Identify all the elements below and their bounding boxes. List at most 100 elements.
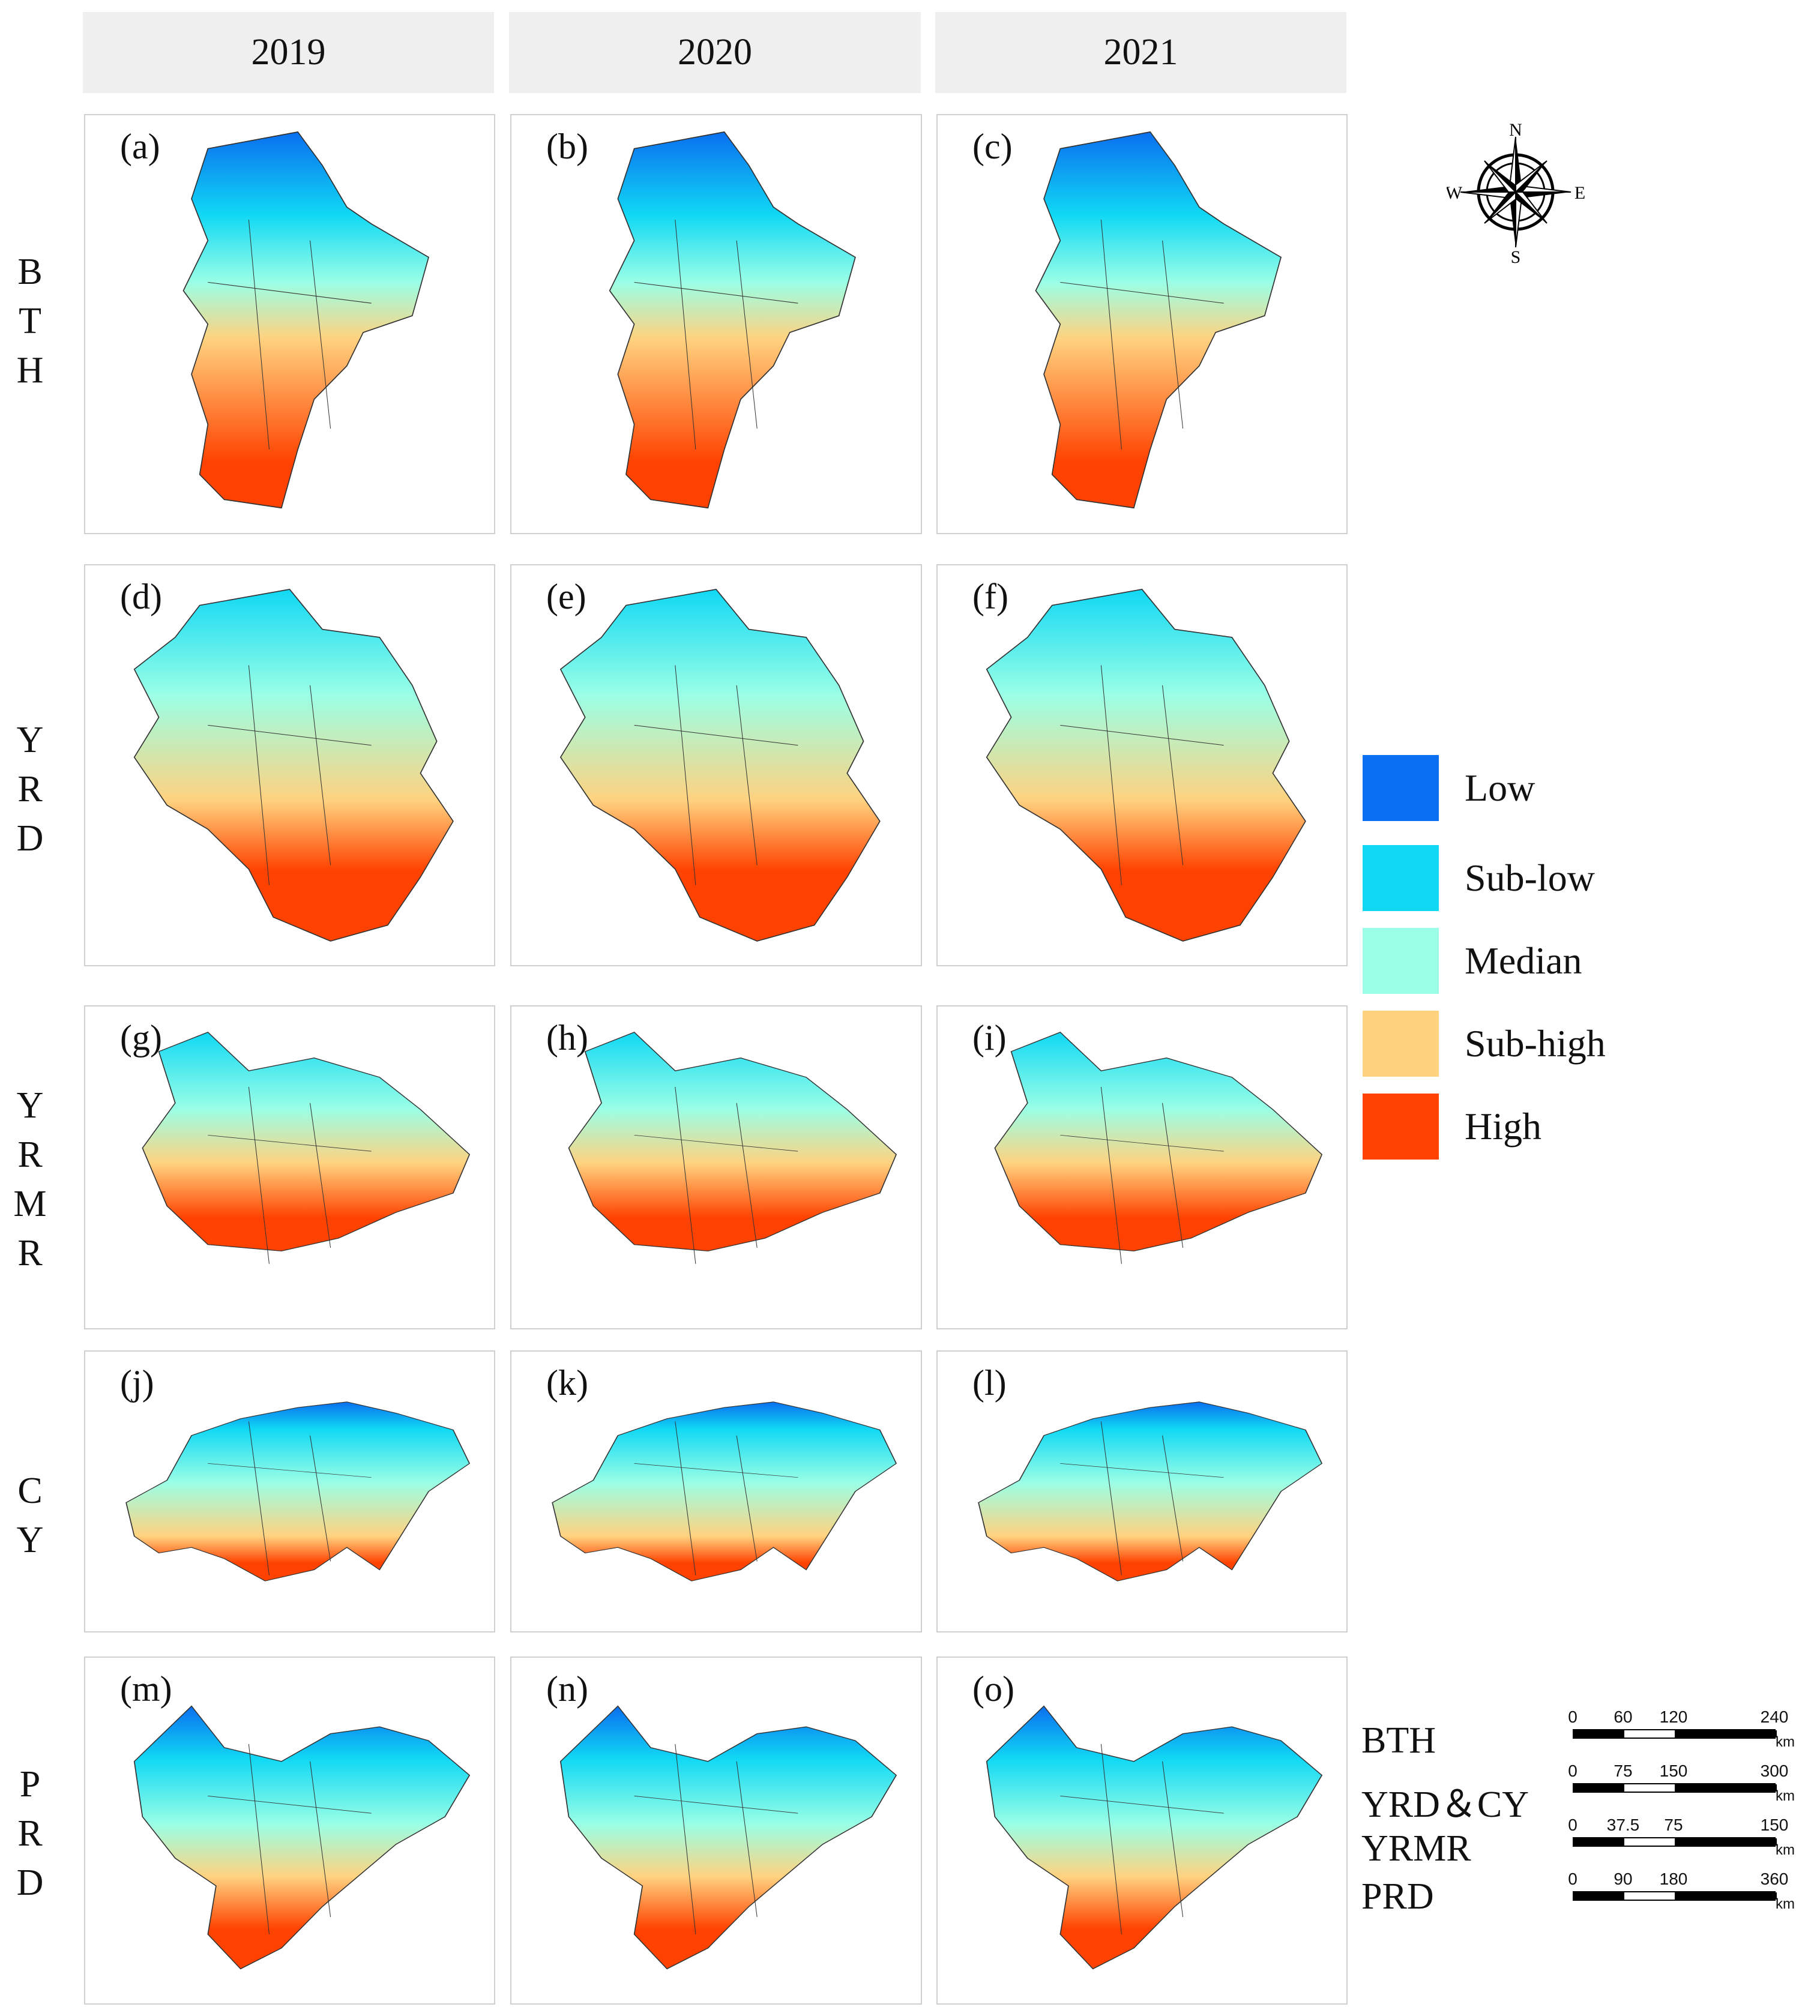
scale-bar-prd: 0 90 180 360 km <box>1568 1870 1801 1912</box>
region-map <box>552 1401 897 1581</box>
scale-bar-yrmr: 0 37.5 75 150 km <box>1568 1816 1801 1858</box>
row-letter: R <box>17 1233 43 1274</box>
map-panel-bth-2020: (b) <box>510 114 922 534</box>
scale-unit: km <box>1776 1734 1795 1750</box>
panel-label: (e) <box>546 577 586 616</box>
compass-e: E <box>1574 183 1585 203</box>
scale-tick: 120 <box>1659 1708 1688 1726</box>
scale-unit: km <box>1776 1788 1795 1804</box>
year-header-2020: 2020 <box>509 12 921 93</box>
panel-label: (b) <box>546 127 588 166</box>
map-panel-cy-2019: (j) <box>84 1350 495 1632</box>
scale-bar-yrd-cy: 0 75 150 300 km <box>1568 1762 1801 1804</box>
legend-item-median: Median <box>1363 928 1615 994</box>
scale-tick: 150 <box>1659 1762 1688 1780</box>
row-label-cy: C Y <box>12 1464 48 1566</box>
panel-label: (h) <box>546 1018 588 1058</box>
panel-label: (g) <box>120 1018 162 1058</box>
year-header-2021: 2021 <box>935 12 1346 93</box>
panel-label: (a) <box>120 127 160 166</box>
region-map <box>994 1032 1323 1264</box>
scale-tick: 0 <box>1568 1762 1577 1780</box>
legend-swatch <box>1363 928 1439 994</box>
region-map <box>182 131 430 509</box>
row-label-yrd: Y R D <box>12 714 48 864</box>
panel-label: (m) <box>120 1669 172 1709</box>
row-letter: Y <box>16 1520 44 1560</box>
map-panel-bth-2019: (a) <box>84 114 495 534</box>
row-label-bth: B T H <box>12 246 48 396</box>
scale-name-prd: PRD <box>1361 1876 1434 1917</box>
map-panel-yrmr-2020: (h) <box>510 1005 922 1329</box>
year-header-2019: 2019 <box>83 12 494 93</box>
region-map <box>559 1705 897 1970</box>
legend-item-low: Low <box>1363 755 1615 821</box>
scale-bar-graphic <box>1573 1729 1777 1739</box>
legend-label: Low <box>1465 766 1535 809</box>
scale-unit: km <box>1776 1842 1795 1858</box>
compass-w: W <box>1447 183 1463 203</box>
row-letter: M <box>13 1184 47 1224</box>
scale-tick: 360 <box>1760 1870 1789 1888</box>
row-letter: D <box>16 818 44 859</box>
region-map <box>133 1705 471 1970</box>
scale-tick: 150 <box>1760 1816 1789 1834</box>
scale-name-yrd-cy: YRD＆CY <box>1361 1784 1529 1825</box>
scale-tick: 75 <box>1614 1762 1633 1780</box>
scale-tick: 240 <box>1760 1708 1789 1726</box>
scale-tick: 37.5 <box>1606 1816 1640 1834</box>
region-map <box>1035 131 1282 509</box>
panel-label: (k) <box>546 1363 588 1403</box>
panel-label: (j) <box>120 1363 154 1403</box>
row-letter: Y <box>16 720 44 760</box>
row-letter: P <box>19 1764 41 1805</box>
row-letter: C <box>17 1470 43 1511</box>
row-label-yrmr: Y R M R <box>12 1080 48 1278</box>
legend-item-high: High <box>1363 1094 1615 1160</box>
compass-s: S <box>1511 247 1521 264</box>
region-map <box>142 1032 471 1264</box>
legend-label: Median <box>1465 939 1582 982</box>
legend-swatch <box>1363 1094 1439 1160</box>
scale-tick: 0 <box>1568 1870 1577 1888</box>
region-map <box>986 1705 1323 1970</box>
map-panel-prd-2021: (o) <box>936 1656 1348 2005</box>
region-map <box>978 1401 1323 1581</box>
row-letter: R <box>17 769 43 810</box>
scale-tick: 180 <box>1659 1870 1688 1888</box>
map-panel-prd-2020: (n) <box>510 1656 922 2005</box>
legend-item-sub-high: Sub-high <box>1363 1011 1615 1077</box>
row-label-prd: P R D <box>12 1759 48 1909</box>
region-map <box>568 1032 897 1264</box>
panel-label: (o) <box>972 1669 1014 1709</box>
scale-bar-graphic <box>1573 1837 1777 1847</box>
region-map <box>559 589 881 942</box>
row-letter: T <box>19 301 41 342</box>
row-letter: D <box>16 1862 44 1903</box>
panel-label: (c) <box>972 127 1013 166</box>
legend-swatch <box>1363 1011 1439 1077</box>
map-panel-prd-2019: (m) <box>84 1656 495 2005</box>
scale-tick: 0 <box>1568 1708 1577 1726</box>
map-panel-yrmr-2019: (g) <box>84 1005 495 1329</box>
panel-label: (i) <box>972 1018 1007 1058</box>
scale-tick: 75 <box>1664 1816 1683 1834</box>
region-map <box>133 589 454 942</box>
scale-bar-graphic <box>1573 1891 1777 1901</box>
panel-label: (n) <box>546 1669 588 1709</box>
region-map <box>986 589 1306 942</box>
scale-tick: 300 <box>1760 1762 1789 1780</box>
scale-tick: 60 <box>1614 1708 1633 1726</box>
compass-n: N <box>1509 120 1522 140</box>
legend-label: High <box>1465 1105 1541 1148</box>
legend-swatch <box>1363 845 1439 911</box>
compass-rose-icon: N S E W <box>1445 120 1585 267</box>
row-letter: B <box>17 251 43 292</box>
region-map <box>125 1401 471 1581</box>
legend-label: Sub-high <box>1465 1022 1606 1065</box>
map-panel-yrd-2021: (f) <box>936 564 1348 966</box>
row-letter: R <box>17 1134 43 1175</box>
region-map <box>609 131 856 509</box>
map-panel-yrd-2019: (d) <box>84 564 495 966</box>
panel-label: (d) <box>120 577 162 616</box>
